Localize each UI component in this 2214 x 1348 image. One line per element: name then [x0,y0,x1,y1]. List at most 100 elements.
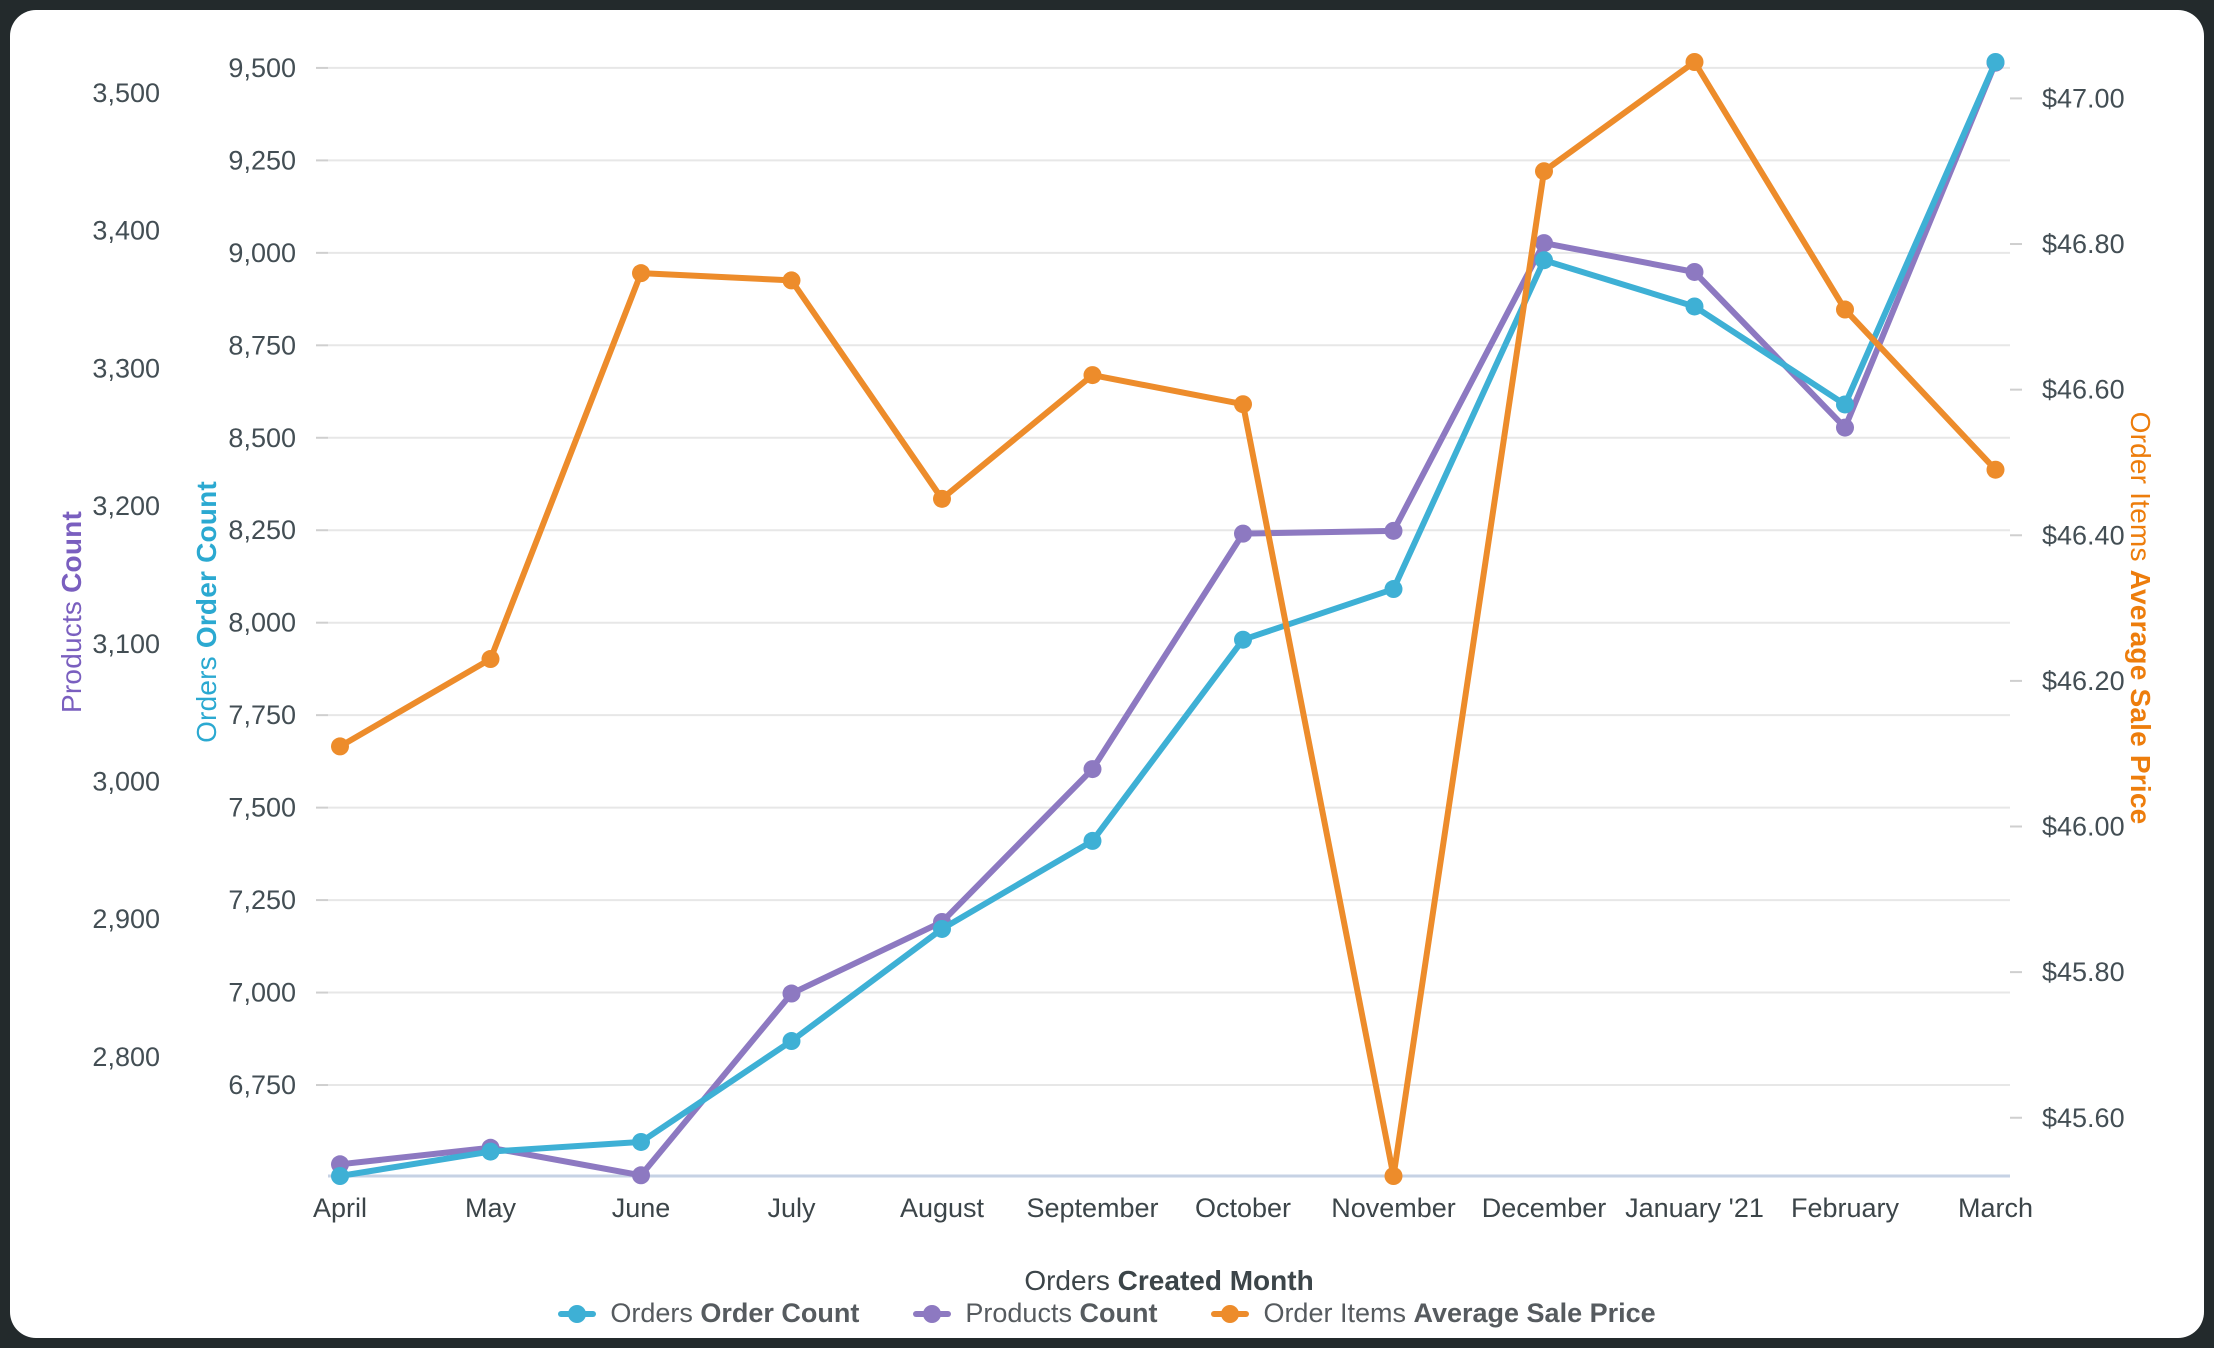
y-tick-label: 6,750 [228,1070,296,1100]
data-point-january-21[interactable] [1685,262,1704,281]
y-tick-label: $45.80 [2042,957,2125,987]
data-point-july[interactable] [782,1032,801,1051]
y-tick-label: 3,500 [92,78,160,108]
data-point-june[interactable] [632,264,650,283]
x-tick-label: April [313,1193,367,1223]
y-tick-label: 8,750 [228,330,296,360]
legend: Orders Order Count Products Count Order … [10,1298,2204,1329]
y-tick-label: 3,400 [92,216,160,246]
data-point-october[interactable] [1234,630,1252,649]
y-tick-label: $46.20 [2042,666,2125,696]
data-point-february[interactable] [1836,418,1854,437]
data-point-may[interactable] [481,1142,500,1161]
data-point-march[interactable] [1986,460,2005,479]
data-point-august[interactable] [933,489,951,508]
y-tick-label: 9,000 [228,238,296,268]
x-tick-label: October [1195,1193,1291,1223]
data-point-september[interactable] [1083,831,1102,850]
y-axis-title-orders-order-count: Orders Order Count [191,481,223,743]
data-point-march[interactable] [1986,53,2005,71]
y-tick-label: 2,800 [92,1042,160,1072]
series-line [337,59,1999,1179]
y-tick-label: $46.80 [2042,229,2125,259]
x-tick-label: January '21 [1625,1193,1764,1223]
data-point-december[interactable] [1535,162,1553,181]
tick-marks [316,66,2022,1119]
y-tick-label: $46.40 [2042,520,2125,550]
data-point-june[interactable] [632,1166,650,1185]
y-tick-label: 3,300 [92,353,160,383]
data-point-february[interactable] [1836,300,1854,319]
data-point-july[interactable] [782,984,801,1003]
data-point-april[interactable] [331,737,349,756]
axis-title-prefix: Orders [191,656,222,743]
series-line [337,59,1999,1179]
y-tick-label: 7,000 [228,978,296,1008]
data-point-october[interactable] [1234,524,1252,543]
legend-label: Products Count [965,1298,1158,1328]
legend-item-orders-order-count[interactable]: Orders Order Count [558,1298,859,1329]
x-tick-labels: April May June July August September October No… [313,1193,2033,1223]
data-point-june[interactable] [632,1132,650,1151]
y-tick-labels-price: $47.00 $46.80 $46.60 $46.40 $46.20 $46.00 $45.… [2042,83,2125,1132]
data-point-december[interactable] [1535,234,1553,253]
x-tick-label: September [1026,1193,1158,1223]
y-axis-title-average-sale-price: Order Items Average Sale Price [2124,412,2156,825]
data-point-january-21[interactable] [1685,53,1704,71]
data-point-september[interactable] [1083,366,1102,385]
y-tick-label: 9,500 [228,53,296,83]
data-point-september[interactable] [1083,760,1102,779]
axis-title-prefix: Products [56,600,87,713]
data-point-august[interactable] [933,919,951,938]
x-tick-label: December [1482,1193,1607,1223]
legend-item-products-count[interactable]: Products Count [913,1298,1157,1329]
x-tick-label: June [612,1193,671,1223]
y-tick-label: $47.00 [2042,83,2125,113]
legend-item-average-sale-price[interactable]: Order Items Average Sale Price [1211,1298,1656,1329]
y-tick-label: 8,000 [228,608,296,638]
series-orders-order-count [331,53,2005,1185]
axis-title-bold: Average Sale Price [2125,569,2156,825]
data-point-january-21[interactable] [1685,297,1704,316]
chart-card: 3,500 3,400 3,300 3,200 3,100 3,000 2,900 2,800… [10,10,2204,1338]
x-axis-title: Orders Created Month [1024,1265,1313,1297]
data-point-may[interactable] [481,650,500,669]
y-tick-label: $46.00 [2042,812,2125,842]
x-title-prefix: Orders [1024,1265,1110,1296]
legend-label: Order Items Average Sale Price [1263,1298,1656,1328]
y-tick-label: 3,200 [92,491,160,521]
y-tick-labels-orders: 9,500 9,250 9,000 8,750 8,500 8,250 8,000 7,750… [228,53,296,1100]
y-tick-label: 3,000 [92,766,160,796]
y-tick-label: 2,900 [92,904,160,934]
legend-line-dot-icon [913,1304,952,1324]
y-tick-label: 8,250 [228,515,296,545]
axis-title-bold: Order Count [191,481,222,649]
data-point-november[interactable] [1384,580,1403,599]
gridlines [328,66,2010,1087]
y-axis-title-products-count: Products Count [56,511,88,713]
data-point-november[interactable] [1384,521,1403,540]
axis-title-prefix: Order Items [2125,411,2156,562]
x-tick-label: July [767,1193,816,1223]
x-tick-label: May [465,1193,517,1223]
data-point-december[interactable] [1535,251,1553,270]
legend-line-dot-icon [558,1304,597,1324]
data-point-february[interactable] [1836,395,1854,414]
series-order-items-average-sale-price [331,53,2005,1185]
axis-title-bold: Count [56,511,87,593]
data-point-october[interactable] [1234,395,1252,414]
y-tick-label: 8,500 [228,423,296,453]
x-tick-label: August [900,1193,985,1223]
x-tick-label: November [1331,1193,1456,1223]
x-tick-label: February [1791,1193,1900,1223]
x-tick-label: March [1958,1193,2033,1223]
x-title-bold: Created Month [1117,1265,1314,1296]
y-tick-label: $45.60 [2042,1103,2125,1133]
y-tick-label: 3,100 [92,629,160,659]
data-point-november[interactable] [1384,1167,1403,1185]
data-point-july[interactable] [782,271,801,290]
legend-label: Orders Order Count [610,1298,860,1328]
data-point-april[interactable] [331,1167,349,1185]
